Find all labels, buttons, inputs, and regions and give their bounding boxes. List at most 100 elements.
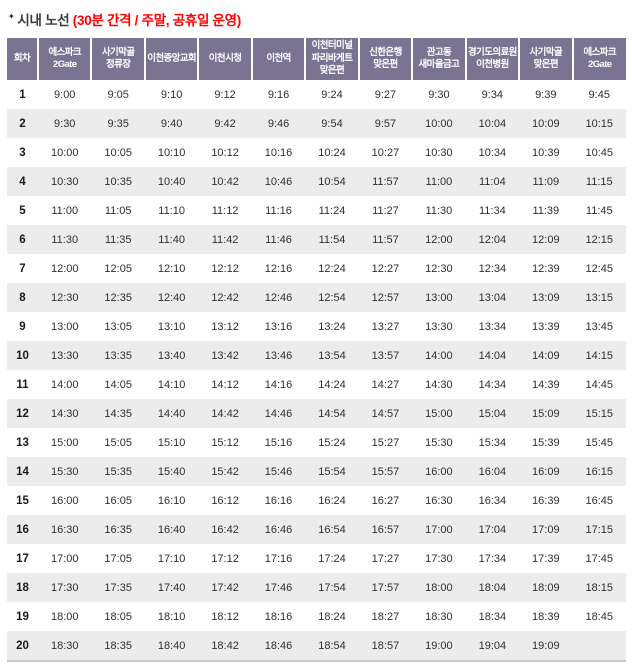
- header-cell-4: 이천시청: [197, 38, 252, 80]
- time-cell: 12:34: [478, 262, 507, 275]
- time-cell: 10:00: [425, 117, 453, 130]
- round-number-cell: 11: [16, 378, 29, 391]
- time-cell: 18:39: [532, 610, 560, 623]
- time-cell: 11:42: [211, 233, 239, 246]
- time-cell: 17:35: [104, 581, 132, 594]
- time-cell: 15:05: [104, 436, 132, 449]
- time-cell: 11:54: [318, 233, 346, 246]
- time-cell: 10:12: [211, 146, 239, 159]
- time-cell: 10:15: [585, 117, 614, 130]
- time-cell: 17:34: [478, 552, 507, 565]
- time-cell: 9:35: [107, 117, 129, 130]
- table-row: 15 16:00 16:05 16:10 16:12 16:16 16:24 16:27 16:…: [7, 486, 626, 515]
- time-cell: 12:39: [532, 262, 560, 275]
- time-cell: 14:45: [585, 378, 614, 391]
- time-cell: 14:05: [104, 378, 132, 391]
- time-cell: 13:45: [585, 320, 614, 333]
- round-number-cell: 12: [16, 407, 29, 420]
- time-cell: 9:27: [374, 88, 397, 101]
- round-number-cell: 20: [16, 639, 29, 652]
- bus-timetable: 회차 에스파크 2Gate 사기막골 정류장 이천중앙교회 이천시청 이천역 이천터미널 파리바게…: [7, 38, 626, 662]
- header-cell-7: 신한은행 맞은편: [357, 38, 413, 80]
- time-cell: 10:30: [50, 175, 79, 188]
- round-number-cell: 3: [19, 146, 26, 159]
- time-cell: 12:30: [425, 262, 453, 275]
- header-cell-1: 에스파크 2Gate: [36, 38, 92, 80]
- time-cell: 18:24: [318, 610, 346, 623]
- time-cell: 11:57: [372, 233, 399, 246]
- time-cell: 16:04: [478, 465, 507, 478]
- table-row: 3 10:00 10:05 10:10 10:12 10:16 10:24 10:27 10:3…: [7, 138, 626, 167]
- time-cell: 16:15: [585, 465, 614, 478]
- time-cell: 16:00: [425, 465, 453, 478]
- time-cell: 13:30: [50, 349, 79, 362]
- time-cell: 18:35: [104, 639, 132, 652]
- table-row: 14 15:30 15:35 15:40 15:42 15:46 15:54 15:57 16:…: [7, 457, 626, 486]
- time-cell: 9:24: [321, 88, 343, 101]
- time-cell: 13:24: [318, 320, 346, 333]
- time-cell: 14:12: [211, 378, 239, 391]
- time-cell: 10:00: [50, 146, 79, 159]
- time-cell: 15:57: [371, 465, 400, 478]
- table-row: 11 14:00 14:05 14:10 14:12 14:16 14:24 14:27 14:…: [7, 370, 626, 399]
- time-cell: 18:05: [104, 610, 132, 623]
- time-cell: 16:34: [478, 494, 507, 507]
- time-cell: 11:09: [532, 175, 560, 188]
- time-cell: 17:45: [585, 552, 614, 565]
- page-title: ✦ 시내 노선 (30분 간격 / 주말, 공휴일 운영): [8, 9, 632, 29]
- time-cell: 13:39: [532, 320, 560, 333]
- time-cell: 18:00: [50, 610, 79, 623]
- time-cell: 16:09: [532, 465, 560, 478]
- time-cell: 10:40: [157, 175, 186, 188]
- header-cell-5: 이천역: [250, 38, 306, 80]
- time-cell: 17:46: [264, 581, 293, 594]
- time-cell: 16:10: [157, 494, 186, 507]
- time-cell: 13:15: [585, 291, 614, 304]
- time-cell: 18:42: [211, 639, 239, 652]
- time-cell: 13:34: [478, 320, 507, 333]
- time-cell: 14:24: [318, 378, 346, 391]
- header-cell-10: 사기막골 맞은편: [518, 38, 573, 80]
- time-cell: 14:39: [532, 378, 560, 391]
- time-cell: 9:00: [54, 88, 76, 101]
- time-cell: 14:46: [264, 407, 293, 420]
- time-cell: 15:16: [264, 436, 293, 449]
- time-cell: 9:30: [428, 88, 450, 101]
- time-cell: 17:05: [104, 552, 132, 565]
- time-cell: 13:04: [478, 291, 507, 304]
- time-cell: 12:30: [50, 291, 79, 304]
- time-cell: 12:12: [211, 262, 239, 275]
- time-cell: 19:04: [478, 639, 507, 652]
- time-cell: 14:30: [50, 407, 79, 420]
- time-cell: 14:10: [157, 378, 186, 391]
- time-cell: 14:42: [211, 407, 239, 420]
- time-cell: 14:00: [425, 349, 453, 362]
- time-cell: 10:34: [478, 146, 507, 159]
- time-cell: 12:05: [104, 262, 132, 275]
- time-cell: 15:54: [318, 465, 346, 478]
- table-row: 10 13:30 13:35 13:40 13:42 13:46 13:54 13:57 14:…: [7, 341, 626, 370]
- time-cell: 11:46: [265, 233, 292, 246]
- time-cell: 12:35: [104, 291, 132, 304]
- round-number-cell: 17: [16, 552, 29, 565]
- time-cell: 16:35: [104, 523, 132, 536]
- time-cell: 13:54: [318, 349, 346, 362]
- time-cell: 12:42: [211, 291, 239, 304]
- round-number-cell: 5: [19, 204, 26, 217]
- table-row: 13 15:00 15:05 15:10 15:12 15:16 15:24 15:27 15:…: [7, 428, 626, 457]
- time-cell: 10:39: [532, 146, 560, 159]
- time-cell: 9:10: [160, 88, 183, 101]
- time-cell: 15:39: [532, 436, 560, 449]
- time-cell: 15:00: [425, 407, 453, 420]
- table-row: 2 9:30 9:35 9:40 9:42 9:46 9:54 9:57 10:00 10:04 1…: [7, 109, 626, 138]
- time-cell: 10:27: [371, 146, 400, 159]
- time-cell: 11:35: [104, 233, 132, 246]
- time-cell: 16:00: [50, 494, 79, 507]
- round-number-cell: 10: [16, 349, 29, 362]
- time-cell: 12:24: [318, 262, 346, 275]
- table-row: 18 17:30 17:35 17:40 17:42 17:46 17:54 17:57 18:…: [7, 573, 626, 602]
- time-cell: 15:04: [478, 407, 507, 420]
- time-cell: 14:30: [425, 378, 453, 391]
- time-cell: 18:27: [371, 610, 400, 623]
- time-cell: 15:27: [371, 436, 400, 449]
